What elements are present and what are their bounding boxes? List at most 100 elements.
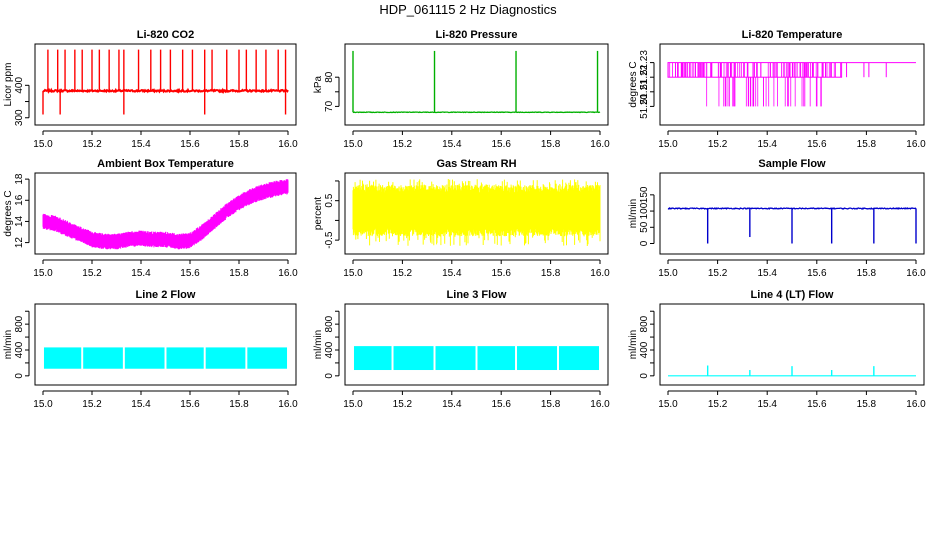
x-tick-label: 15.4 bbox=[442, 139, 462, 150]
y-axis-label: kPa bbox=[313, 75, 324, 93]
x-tick-label: 15.6 bbox=[807, 399, 827, 410]
x-tick-label: 15.8 bbox=[857, 268, 877, 279]
x-tick-label: 15.2 bbox=[82, 399, 102, 410]
x-tick-label: 15.0 bbox=[33, 268, 53, 279]
y-tick-label: 51.22 bbox=[639, 64, 650, 89]
x-tick-label: 15.4 bbox=[757, 139, 777, 150]
x-tick-label: 15.6 bbox=[180, 139, 200, 150]
series-band bbox=[393, 346, 434, 371]
x-tick-label: 15.0 bbox=[658, 399, 678, 410]
series-band bbox=[558, 346, 600, 371]
series-band bbox=[352, 179, 601, 246]
y-tick-label: 800 bbox=[324, 315, 335, 332]
x-tick-label: 16.0 bbox=[590, 268, 610, 279]
x-tick-label: 16.0 bbox=[906, 139, 926, 150]
y-axis-label: ml/min bbox=[313, 330, 324, 359]
series-band bbox=[477, 346, 516, 371]
y-axis-label: Licor ppm bbox=[3, 63, 14, 107]
x-tick-label: 15.2 bbox=[82, 268, 102, 279]
x-tick-label: 15.4 bbox=[757, 268, 777, 279]
y-tick-label: 0 bbox=[324, 373, 335, 379]
x-tick-label: 15.6 bbox=[180, 399, 200, 410]
x-tick-label: 16.0 bbox=[590, 399, 610, 410]
plot-frame bbox=[34, 172, 297, 255]
panel-title: Line 3 Flow bbox=[447, 289, 507, 301]
x-tick-label: 15.4 bbox=[442, 399, 462, 410]
y-tick-label: 51.20 bbox=[639, 93, 650, 118]
y-tick-label: 0 bbox=[639, 240, 650, 246]
x-tick-label: 15.6 bbox=[180, 268, 200, 279]
x-tick-label: 15.8 bbox=[541, 399, 561, 410]
x-tick-label: 15.2 bbox=[393, 268, 413, 279]
y-tick-label: 14 bbox=[14, 215, 25, 227]
plot-frame bbox=[659, 172, 925, 255]
series-band bbox=[124, 347, 165, 369]
panel-title: Line 2 Flow bbox=[136, 289, 196, 301]
y-tick-label: 50 bbox=[639, 221, 650, 233]
y-tick-label: 300 bbox=[14, 109, 25, 126]
x-tick-label: 15.6 bbox=[491, 139, 511, 150]
y-tick-label: 51.21 bbox=[639, 79, 650, 104]
y-tick-label: 0 bbox=[639, 373, 650, 379]
panel-temperature: Li-820 Temperature degrees C 15.0 15.2 15.4 1… bbox=[628, 29, 926, 150]
x-tick-label: 16.0 bbox=[278, 268, 298, 279]
series-band bbox=[83, 347, 123, 369]
y-axis-label: percent bbox=[313, 197, 324, 231]
plot-frame bbox=[344, 172, 609, 255]
x-tick-label: 15.8 bbox=[541, 139, 561, 150]
y-tick-label: 400 bbox=[14, 77, 25, 94]
y-tick-label: 800 bbox=[14, 315, 25, 332]
x-tick-label: 15.8 bbox=[229, 139, 249, 150]
x-tick-label: 15.0 bbox=[658, 139, 678, 150]
series-band bbox=[42, 179, 289, 250]
x-tick-label: 15.2 bbox=[393, 399, 413, 410]
y-tick-label: 16 bbox=[14, 194, 25, 206]
x-tick-label: 15.8 bbox=[541, 268, 561, 279]
figure-title: HDP_061115 2 Hz Diagnostics bbox=[379, 2, 557, 17]
x-tick-label: 15.4 bbox=[131, 268, 151, 279]
series-band bbox=[247, 347, 288, 369]
x-tick-label: 15.0 bbox=[343, 139, 363, 150]
x-tick-label: 15.6 bbox=[807, 268, 827, 279]
series-band bbox=[166, 347, 204, 369]
y-tick-label: 18 bbox=[14, 173, 25, 185]
y-tick-label: 51.23 bbox=[639, 50, 650, 75]
x-tick-label: 15.0 bbox=[33, 399, 53, 410]
panel-title: Ambient Box Temperature bbox=[97, 158, 234, 170]
x-tick-label: 15.2 bbox=[708, 268, 728, 279]
panel-sample_flow: Sample Flow ml/min 15.0 15.2 15.4 15.6 15.8 16.… bbox=[628, 158, 926, 279]
y-tick-label: 100 bbox=[639, 202, 650, 219]
x-tick-label: 15.0 bbox=[658, 268, 678, 279]
panel-line3: Line 3 Flow ml/min 15.0 15.2 15.4 15.6 15.8 16.… bbox=[313, 289, 610, 410]
plot-frame bbox=[659, 303, 925, 386]
x-tick-label: 15.8 bbox=[229, 399, 249, 410]
series-band bbox=[353, 346, 392, 371]
y-tick-label: 0 bbox=[14, 373, 25, 379]
y-tick-label: 70 bbox=[324, 100, 335, 112]
y-axis-label: ml/min bbox=[3, 330, 14, 359]
plot-frame bbox=[344, 43, 609, 126]
x-tick-label: 16.0 bbox=[906, 399, 926, 410]
x-tick-label: 15.8 bbox=[857, 399, 877, 410]
x-tick-label: 16.0 bbox=[906, 268, 926, 279]
y-tick-label: 80 bbox=[324, 71, 335, 83]
plot-frame bbox=[34, 303, 297, 386]
y-axis-label: ml/min bbox=[628, 199, 639, 228]
x-tick-label: 15.8 bbox=[857, 139, 877, 150]
y-axis-label: degrees C bbox=[628, 61, 639, 107]
y-tick-label: -0.5 bbox=[324, 231, 335, 249]
y-tick-label: 400 bbox=[14, 341, 25, 358]
x-tick-label: 15.2 bbox=[82, 139, 102, 150]
y-tick-label: 0.5 bbox=[324, 193, 335, 207]
series-band bbox=[435, 346, 476, 371]
y-tick-label: 800 bbox=[639, 315, 650, 332]
panel-title: Li-820 Pressure bbox=[436, 29, 518, 41]
panel-title: Li-820 CO2 bbox=[137, 29, 194, 41]
panel-title: Gas Stream RH bbox=[436, 158, 516, 170]
x-tick-label: 15.0 bbox=[33, 139, 53, 150]
y-tick-label: 12 bbox=[14, 237, 25, 249]
panel-ambient: Ambient Box Temperature degrees C 15.0 15.2… bbox=[3, 158, 298, 279]
plot-frame bbox=[659, 43, 925, 126]
